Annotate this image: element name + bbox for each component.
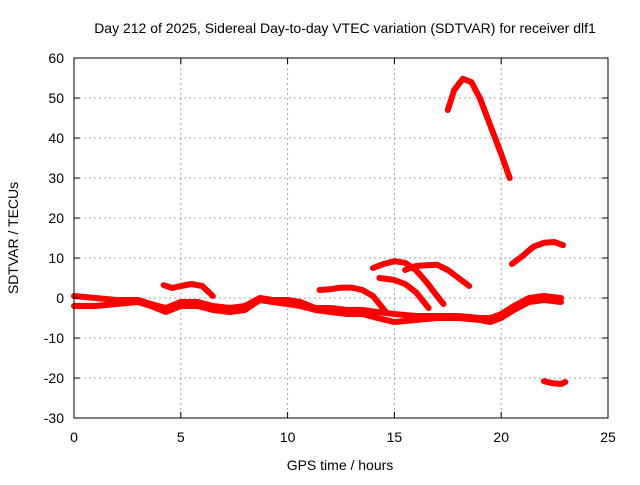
data-series-main-band-lower bbox=[71, 297, 564, 325]
y-tick-label: -30 bbox=[44, 410, 64, 426]
y-tick-label: 40 bbox=[48, 130, 64, 146]
data-layer bbox=[71, 75, 569, 387]
x-axis-label: GPS time / hours bbox=[287, 457, 394, 473]
x-tick-label: 20 bbox=[493, 429, 509, 445]
y-tick-label: -20 bbox=[44, 370, 64, 386]
data-series-arc-4-6 bbox=[160, 281, 216, 299]
x-tick-label: 5 bbox=[177, 429, 185, 445]
data-series-arc-17-20 bbox=[444, 75, 513, 181]
data-series-arc-11-14 bbox=[316, 284, 389, 315]
y-tick-label: 30 bbox=[48, 170, 64, 186]
y-tick-label: 20 bbox=[48, 210, 64, 226]
chart-title: Day 212 of 2025, Sidereal Day-to-day VTE… bbox=[94, 20, 596, 36]
y-tick-label: 0 bbox=[56, 290, 64, 306]
x-tick-label: 0 bbox=[70, 429, 78, 445]
grid-layer bbox=[74, 58, 608, 418]
y-tick-label: 50 bbox=[48, 90, 64, 106]
y-axis-label: SDTVAR / TECUs bbox=[5, 182, 21, 294]
y-tick-label: 10 bbox=[48, 250, 64, 266]
data-series-arc-15-18 bbox=[402, 261, 473, 289]
y-tick-label: -10 bbox=[44, 330, 64, 346]
tick-layer: 0 5 10 15 20 25 -30 -20 -10 0 10 20 30 40 50 60 bbox=[44, 50, 616, 445]
data-series-arc-14-16 bbox=[376, 275, 432, 311]
x-tick-label: 10 bbox=[280, 429, 296, 445]
data-series-arc-22-23-neg bbox=[540, 378, 569, 387]
x-tick-label: 15 bbox=[387, 429, 403, 445]
plot-frame bbox=[73, 57, 609, 419]
data-series-arc-20-23 bbox=[508, 239, 567, 267]
x-tick-label: 25 bbox=[600, 429, 616, 445]
y-tick-label: 60 bbox=[48, 50, 64, 66]
